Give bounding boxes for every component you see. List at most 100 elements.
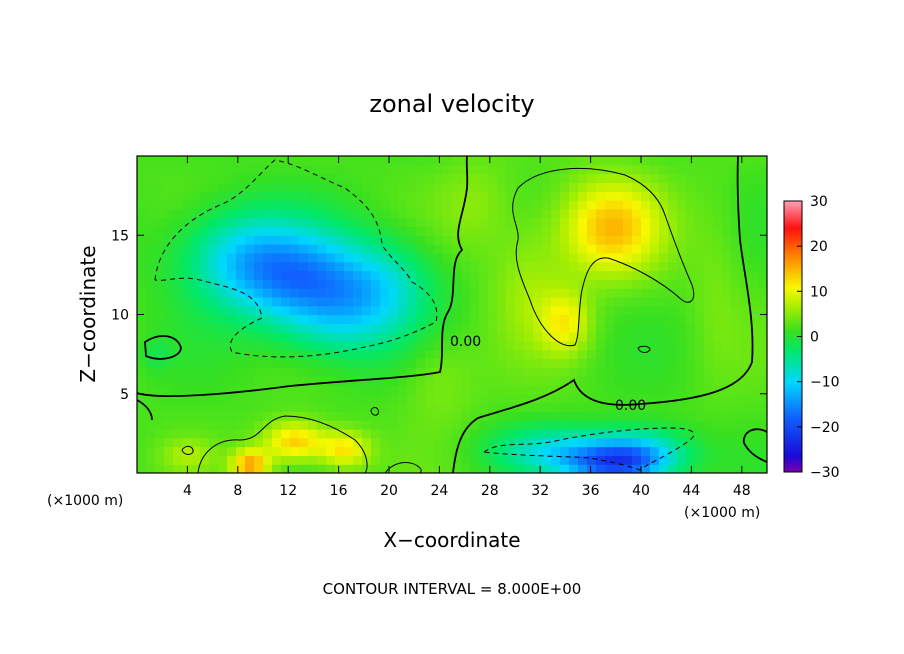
field-cell [515,208,525,219]
field-cell [632,455,642,465]
field-cell [380,296,390,307]
field-cell [290,208,300,219]
field-cell [659,384,669,395]
field-cell [407,279,417,289]
field-cell [506,191,516,201]
field-cell [524,208,534,219]
field-cell [155,252,165,263]
x-tick-label: 32 [531,483,549,499]
field-cell [515,182,525,192]
field-cell [569,217,579,228]
field-cell [686,420,696,430]
field-cell [722,314,732,324]
field-cell [227,288,237,298]
field-cell [587,428,597,439]
field-cell [506,244,516,254]
field-cell [353,244,363,254]
field-cell [389,340,399,351]
field-cell [479,332,489,342]
field-cell [551,464,561,473]
field-cell [452,270,462,280]
field-cell [182,305,192,316]
field-cell [731,173,741,184]
field-cell [641,270,651,280]
field-cell [542,358,552,368]
field-cell [524,252,534,263]
field-cell [497,340,507,351]
field-cell [272,455,282,465]
field-cell [641,384,651,395]
field-cell [317,235,327,245]
field-cell [236,226,246,236]
field-cell [677,428,687,439]
field-cell [245,173,255,184]
field-cell [371,393,381,404]
field-cell [371,376,381,386]
field-cell [389,270,399,280]
field-cell [191,411,201,421]
field-cell [758,428,767,439]
field-cell [758,226,767,236]
field-cell [740,252,750,263]
field-cell [542,279,552,289]
field-cell [146,393,156,404]
field-cell [740,411,750,421]
field-cell [137,376,147,386]
field-cell [596,376,606,386]
field-cell [695,279,705,289]
field-cell [245,305,255,316]
field-cell [209,367,219,377]
field-cell [641,191,651,201]
field-cell [335,244,345,254]
field-cell [758,164,767,175]
x-axis: 4 8 12 16 20 24 28 32 36 40 44 48 [183,156,751,499]
field-cell [551,384,561,395]
field-cell [686,446,696,456]
field-cell [335,384,345,395]
field-cell [497,428,507,439]
field-cell [659,200,669,210]
field-cell [317,411,327,421]
field-cell [578,376,588,386]
field-cell [344,261,354,272]
field-cell [209,156,219,166]
field-cell [551,411,561,421]
field-cell [254,455,264,465]
field-cell [425,244,435,254]
field-cell [263,200,273,210]
field-cell [353,358,363,368]
field-cell [578,208,588,219]
field-cell [443,437,453,448]
field-cell [695,156,705,166]
field-cell [452,393,462,404]
field-cell [461,349,471,360]
field-cell [443,411,453,421]
field-cell [407,314,417,324]
field-cell [281,191,291,201]
field-cell [200,296,210,307]
field-cell [353,217,363,228]
field-cell [722,420,732,430]
field-cell [551,296,561,307]
field-cell [389,156,399,166]
field-cell [281,402,291,412]
field-cell [551,182,561,192]
field-cell [182,314,192,324]
field-cell [677,455,687,465]
field-cell [434,358,444,368]
field-cell [344,411,354,421]
field-cell [695,393,705,404]
field-cell [497,332,507,342]
field-cell [335,235,345,245]
field-cell [164,288,174,298]
field-cell [524,200,534,210]
field-cell [578,323,588,333]
field-cell [686,402,696,412]
x-tick-label: 24 [430,483,448,499]
field-cell [659,420,669,430]
field-cell [623,376,633,386]
field-cell [416,191,426,201]
field-cell [533,164,543,175]
field-cell [425,358,435,368]
field-cell [308,384,318,395]
